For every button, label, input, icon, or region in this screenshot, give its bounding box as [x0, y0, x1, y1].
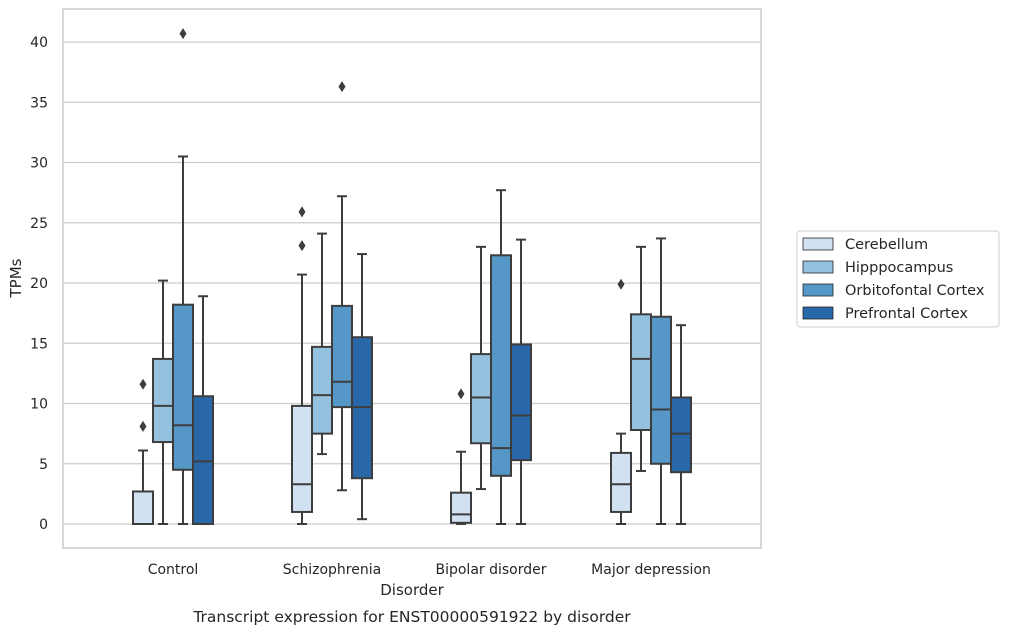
box-body	[650, 315, 672, 465]
box-body	[192, 395, 214, 525]
legend-swatch-cerebellum	[802, 237, 834, 251]
box-body	[470, 353, 492, 445]
x-tick-label: Schizophrenia	[283, 562, 381, 578]
legend-swatch-hippocampus	[802, 260, 834, 274]
box	[152, 279, 174, 525]
y-tick-label: 25	[30, 216, 48, 232]
y-tick-label: 15	[30, 336, 48, 352]
x-axis-label: Disorder	[380, 581, 444, 599]
box-plot-marks	[132, 28, 692, 525]
x-tick-label: Major depression	[591, 562, 711, 578]
legend-swatch-orbitofrontal-cortex	[802, 283, 834, 297]
y-tick-label: 5	[39, 457, 48, 473]
y-tick-label: 0	[39, 517, 48, 533]
outlier-point	[338, 81, 346, 93]
x-tick-label: Bipolar disorder	[435, 562, 546, 578]
y-tick-label: 10	[30, 397, 48, 413]
box	[490, 189, 512, 525]
box	[450, 388, 472, 525]
y-tick-labels: 0 5 10 15 20 25 30 35 40	[30, 35, 48, 533]
box-body	[331, 304, 353, 409]
box-body	[610, 451, 632, 513]
legend-label-prefrontal-cortex: Prefrontal Cortex	[845, 306, 968, 322]
outlier-point	[179, 28, 187, 40]
box-body	[291, 404, 313, 513]
y-tick-label: 20	[30, 276, 48, 292]
y-tick-label: 40	[30, 35, 48, 51]
box	[610, 278, 632, 525]
box-body	[172, 303, 194, 471]
box-body	[152, 357, 174, 444]
x-tick-label: Control	[148, 562, 199, 578]
box-body	[630, 313, 652, 432]
box	[351, 253, 373, 521]
box-body	[490, 254, 512, 477]
legend-label-cerebellum: Cerebellum	[845, 237, 928, 253]
outlier-point	[457, 388, 465, 400]
y-axis-label: TPMs	[7, 258, 25, 298]
legend: Cerebellum Hipppocampus Orbitofontal Cor…	[796, 230, 1000, 328]
outlier-point	[298, 240, 306, 252]
box	[291, 206, 313, 525]
y-tick-label: 35	[30, 95, 48, 111]
box-body	[670, 396, 692, 474]
box	[311, 232, 333, 456]
box-body	[311, 345, 333, 435]
box	[650, 237, 672, 525]
box	[670, 324, 692, 525]
outlier-point	[298, 206, 306, 218]
y-tick-label: 30	[30, 156, 48, 172]
box	[331, 81, 353, 492]
outlier-point	[139, 420, 147, 432]
box-body	[450, 491, 472, 524]
legend-swatch-prefrontal-cortex	[802, 306, 834, 320]
box	[192, 295, 214, 525]
outlier-point	[139, 378, 147, 390]
legend-label-orbitofrontal-cortex: Orbitofontal Cortex	[845, 283, 985, 299]
box	[510, 238, 532, 525]
plot-frame	[62, 8, 762, 549]
box	[172, 28, 194, 525]
box	[630, 245, 652, 472]
legend-frame	[796, 230, 1000, 328]
box	[132, 378, 154, 525]
box-body	[132, 490, 154, 525]
box-body	[510, 343, 532, 462]
outlier-point	[617, 278, 625, 290]
chart-caption: Transcript expression for ENST0000059192…	[192, 608, 631, 626]
legend-label-hippocampus: Hipppocampus	[845, 260, 953, 276]
x-tick-labels: Control Schizophrenia Bipolar disorder Majo…	[148, 562, 711, 578]
